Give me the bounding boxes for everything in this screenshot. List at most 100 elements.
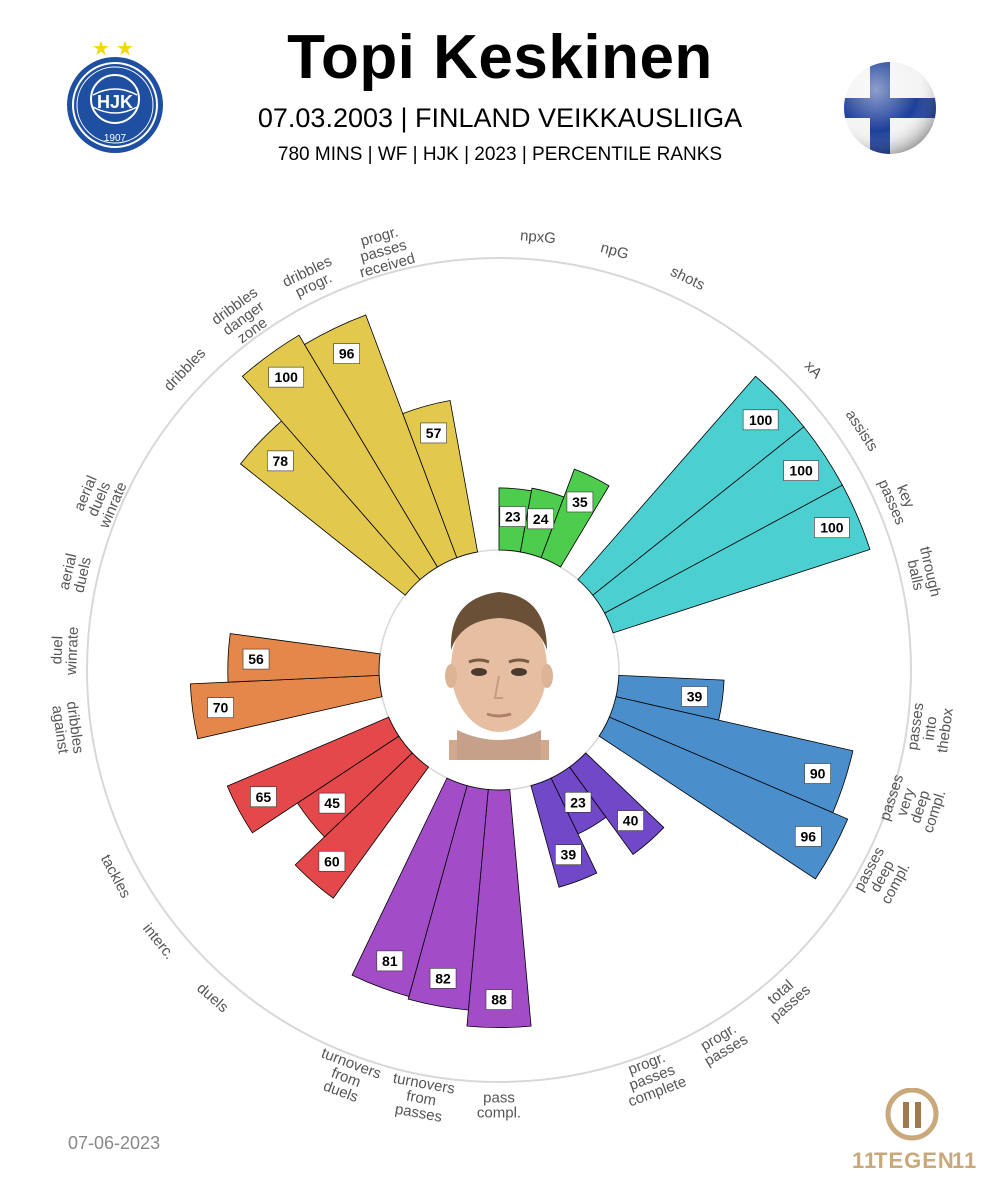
category-label-aerial-duels-winrate: aerialduelswinrate <box>68 468 131 532</box>
category-label-duel-winrate: duelwinrate <box>48 626 82 677</box>
category-label-duels: duels <box>193 980 231 1016</box>
category-label-pass-compl: pass compl. <box>477 1090 521 1122</box>
brand-name: TEGEN <box>874 1148 955 1173</box>
svg-text:35: 35 <box>572 494 588 510</box>
svg-text:56: 56 <box>248 651 264 667</box>
value-label-total-passes: 40 <box>617 810 644 831</box>
category-label-turnovers-from-duels: turnoversfromduels <box>308 1045 383 1111</box>
brand-number: 11 <box>952 1148 977 1173</box>
bar-duel-winrate <box>227 633 381 683</box>
bar-turnovers-from-passes <box>407 785 489 1011</box>
country-flag-icon <box>842 60 938 161</box>
svg-text:96: 96 <box>339 346 355 362</box>
category-label-passes-deep-compl: passesdeepcompl. <box>851 844 915 908</box>
bar-dribbles-danger-zone <box>241 334 439 581</box>
svg-text:24: 24 <box>533 511 549 527</box>
svg-text:100: 100 <box>789 463 813 479</box>
value-label-dribbles-against: 70 <box>207 697 234 719</box>
player-name-title: Topi Keskinen <box>287 23 713 92</box>
category-label-aerial-duels: aerialduels <box>56 552 95 595</box>
bar-dribbles-against <box>189 674 383 740</box>
bars-group <box>189 314 871 1028</box>
svg-text:23: 23 <box>570 794 586 810</box>
bar-passes-deep-compl <box>598 716 849 880</box>
category-label-dribbles: dribbles <box>161 345 210 395</box>
svg-text:100: 100 <box>749 412 773 428</box>
bar-dribbles-progr <box>303 314 458 568</box>
category-label-xa: xA <box>801 358 825 382</box>
category-label-dribbles-danger-zone: dribblesdangerzone <box>209 284 279 353</box>
brand-logo: 11 TEGEN 11 <box>850 1087 980 1183</box>
value-label-progr-passes-received: 57 <box>420 422 447 444</box>
value-label-passes-deep-compl: 96 <box>794 826 822 847</box>
svg-text:57: 57 <box>426 425 442 441</box>
category-label-total-passes: totalpasses <box>757 970 814 1025</box>
club-crest: ★ ★ HJK 1907 <box>60 35 170 160</box>
crest-star-icon: ★ <box>92 36 110 60</box>
category-label-dribbles-progr: dribblesprogr. <box>280 253 341 305</box>
player-photo <box>445 592 553 760</box>
category-label-through-balls: throughballs <box>901 545 944 602</box>
crest-text: HJK <box>97 92 133 112</box>
brand-number: 11 <box>852 1148 877 1173</box>
svg-text:100: 100 <box>275 369 299 385</box>
category-label-turnovers-from-passes: turnoversfrompasses <box>386 1070 456 1127</box>
category-label-npg: npG <box>599 239 631 263</box>
svg-text:96: 96 <box>800 828 816 844</box>
value-label-duel-winrate: 56 <box>242 648 270 670</box>
value-label-interc: 45 <box>318 792 346 814</box>
value-label-duels: 60 <box>318 850 346 872</box>
value-label-npxg: 23 <box>499 506 527 527</box>
category-label-shots: shots <box>668 263 708 294</box>
svg-text:100: 100 <box>820 520 844 536</box>
category-label-progr-passes: progr.passes <box>694 1018 751 1070</box>
svg-text:60: 60 <box>324 853 340 869</box>
crest-star-icon: ★ <box>116 36 134 60</box>
svg-text:45: 45 <box>324 795 340 811</box>
svg-text:39: 39 <box>687 688 703 704</box>
value-label-dribbles: 78 <box>266 450 294 472</box>
value-label-turnovers-from-duels: 81 <box>376 950 404 972</box>
svg-text:70: 70 <box>213 700 229 716</box>
crest-year: 1907 <box>104 133 127 144</box>
category-label-progr-passes-complete: progr.passescomplete <box>615 1045 689 1110</box>
bar-turnovers-from-duels <box>351 777 468 997</box>
value-label-key-passes: 100 <box>814 517 850 539</box>
svg-text:65: 65 <box>256 789 272 805</box>
value-label-assists: 100 <box>783 460 819 481</box>
category-label-npxg: npxG <box>519 227 556 247</box>
value-label-pass-compl: 88 <box>485 989 513 1010</box>
player-info-subtitle: 07.03.2003 | FINLAND VEIKKAUSLIIGA <box>257 103 743 133</box>
value-label-passes-very-deep-compl: 90 <box>804 763 831 784</box>
svg-text:78: 78 <box>272 453 288 469</box>
svg-text:82: 82 <box>435 970 451 986</box>
svg-text:23: 23 <box>505 509 521 525</box>
value-label-xa: 100 <box>742 409 779 431</box>
value-label-shots: 35 <box>566 491 594 513</box>
stats-info-subtitle: 780 MINS | WF | HJK | 2023 | PERCENTILE … <box>277 144 723 165</box>
svg-text:39: 39 <box>561 847 577 863</box>
category-label-interc: interc. <box>139 920 178 963</box>
value-label-passes-into-thebox: 39 <box>681 686 708 707</box>
category-label-dribbles-against: dribblesagainst <box>48 700 87 756</box>
category-label-passes-into-thebox: passesintothebox <box>904 702 957 755</box>
svg-text:81: 81 <box>382 953 398 969</box>
value-label-dribbles-danger-zone: 100 <box>268 366 305 388</box>
svg-text:88: 88 <box>491 992 507 1008</box>
value-label-progr-passes: 23 <box>564 791 592 813</box>
footer-date: 07-06-2023 <box>68 1133 161 1153</box>
category-label-tackles: tackles <box>97 852 134 901</box>
outer-ring <box>86 257 912 1083</box>
value-label-npg: 24 <box>527 508 555 530</box>
svg-text:40: 40 <box>623 813 639 829</box>
value-label-dribbles-progr: 96 <box>333 343 360 364</box>
value-labels: 23 24 35 100 100 100 39 90 96 40 23 39 88 82 81 60 45 65 7… <box>207 343 850 1010</box>
value-label-turnovers-from-passes: 82 <box>429 968 457 989</box>
category-label-progr-passes-received: progr.passesreceived <box>350 221 417 281</box>
bar-key-passes <box>604 484 871 634</box>
value-label-progr-passes-complete: 39 <box>555 844 582 866</box>
category-label-assists: assists <box>842 407 881 455</box>
category-label-passes-very-deep-compl: passesverydeepcompl. <box>876 772 950 836</box>
value-label-tackles: 65 <box>250 786 277 808</box>
